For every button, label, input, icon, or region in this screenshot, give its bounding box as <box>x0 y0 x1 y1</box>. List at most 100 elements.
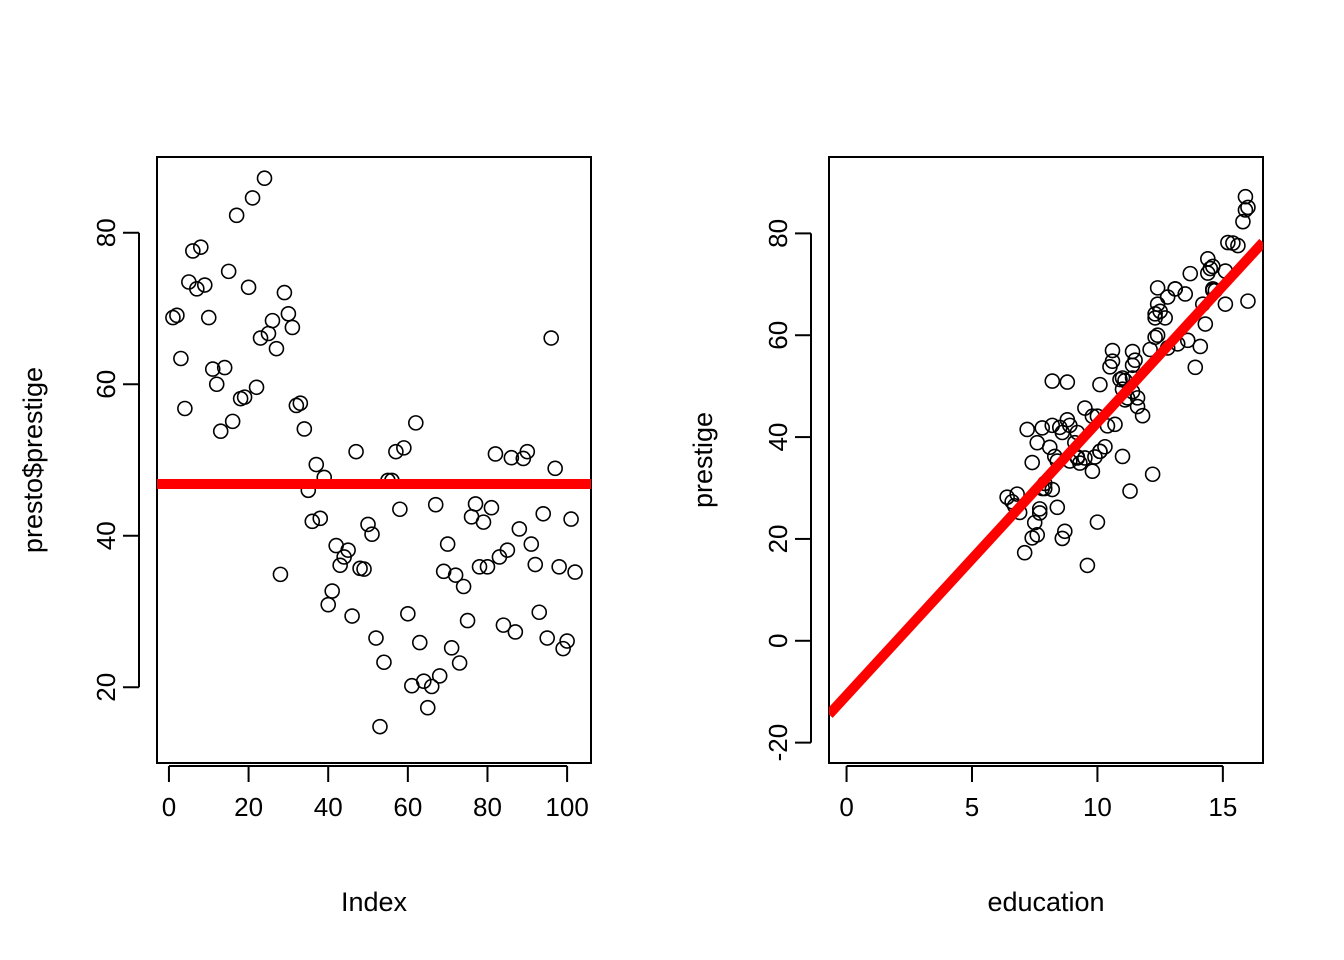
data-point <box>1179 332 1196 349</box>
right-panel-education-vs-prestige: 0 5 10 15 -20 0 20 40 60 80 education prestige <box>688 156 1264 917</box>
data-point <box>1124 343 1141 360</box>
data-point <box>511 521 528 537</box>
data-point <box>1157 310 1173 326</box>
y-tick-label: 60 <box>763 321 793 350</box>
data-point <box>400 605 416 622</box>
data-point <box>499 542 516 558</box>
data-point <box>1057 523 1073 540</box>
data-point <box>1107 416 1123 433</box>
data-point <box>415 673 432 689</box>
data-point <box>288 397 305 414</box>
data-point <box>276 284 293 301</box>
data-point <box>252 330 269 346</box>
y-tick-label: 80 <box>91 218 121 247</box>
data-point <box>260 325 277 342</box>
data-point <box>555 640 571 657</box>
data-point <box>256 170 273 187</box>
data-point <box>1240 199 1256 216</box>
data-point <box>240 279 257 296</box>
data-point <box>356 561 372 577</box>
data-point <box>427 496 444 513</box>
data-point <box>1084 463 1101 480</box>
data-point <box>487 446 504 462</box>
data-point <box>443 640 460 656</box>
data-point <box>220 263 237 280</box>
data-point <box>1097 438 1113 455</box>
data-point <box>244 190 261 206</box>
data-point <box>1102 359 1118 375</box>
data-point <box>320 596 337 613</box>
data-point <box>1026 514 1043 531</box>
y-tick-label: 20 <box>91 673 121 702</box>
data-point <box>388 443 404 460</box>
data-point <box>479 559 496 575</box>
data-point <box>216 359 233 376</box>
data-point <box>1114 370 1131 386</box>
data-point <box>189 281 205 297</box>
data-point <box>204 361 221 377</box>
data-point <box>296 421 313 437</box>
data-point <box>177 400 193 417</box>
data-point <box>1192 338 1209 355</box>
y-tick-label: 20 <box>763 524 793 553</box>
data-point <box>1092 443 1108 460</box>
data-point <box>200 309 217 326</box>
data-point <box>1220 234 1236 251</box>
data-point <box>376 654 392 671</box>
data-point <box>503 449 520 466</box>
scatter-points <box>165 170 583 735</box>
data-point <box>1031 505 1048 521</box>
data-point <box>360 516 376 533</box>
data-point <box>411 634 428 651</box>
data-point <box>1092 376 1108 393</box>
y-tick-label: -20 <box>763 724 793 762</box>
data-point <box>344 608 360 624</box>
data-point <box>1031 501 1048 517</box>
data-point <box>1054 530 1071 547</box>
data-point <box>547 460 563 477</box>
data-point <box>1200 265 1216 281</box>
data-point <box>332 557 348 574</box>
x-tick-label: 60 <box>393 792 422 822</box>
data-point <box>312 510 329 527</box>
data-point <box>1044 373 1061 389</box>
data-point <box>340 542 356 558</box>
data-point <box>1059 374 1076 390</box>
data-point <box>423 678 440 695</box>
data-point <box>567 564 583 580</box>
data-point <box>185 243 201 259</box>
data-point <box>308 456 325 473</box>
data-point <box>1149 296 1166 312</box>
data-point <box>451 655 468 671</box>
data-point <box>527 556 544 573</box>
data-point <box>1127 352 1143 368</box>
x-axis: 0 20 40 60 80 100 <box>162 765 589 822</box>
data-point <box>495 617 512 633</box>
data-point <box>165 309 181 326</box>
data-point <box>228 207 245 224</box>
data-point <box>212 423 229 440</box>
data-point <box>284 319 301 336</box>
scatter-points <box>999 188 1256 574</box>
data-point <box>1024 530 1041 546</box>
x-axis: 0 5 10 15 <box>839 765 1237 822</box>
x-tick-label: 15 <box>1208 792 1237 822</box>
data-point <box>1041 439 1058 456</box>
data-point <box>236 389 253 405</box>
data-point <box>1077 450 1093 466</box>
data-point <box>1167 281 1183 297</box>
data-point <box>475 514 492 530</box>
x-tick-label: 40 <box>314 792 343 822</box>
x-tick-label: 80 <box>473 792 502 822</box>
x-tick-label: 20 <box>234 792 263 822</box>
data-point <box>539 630 556 646</box>
data-point <box>1112 371 1128 388</box>
y-tick-label: 40 <box>91 521 121 550</box>
data-point <box>1187 359 1204 376</box>
data-point <box>447 567 464 583</box>
data-point <box>304 513 321 530</box>
data-point <box>1044 481 1061 498</box>
data-point <box>1134 407 1151 424</box>
data-point <box>999 489 1015 505</box>
data-point <box>1240 293 1256 309</box>
